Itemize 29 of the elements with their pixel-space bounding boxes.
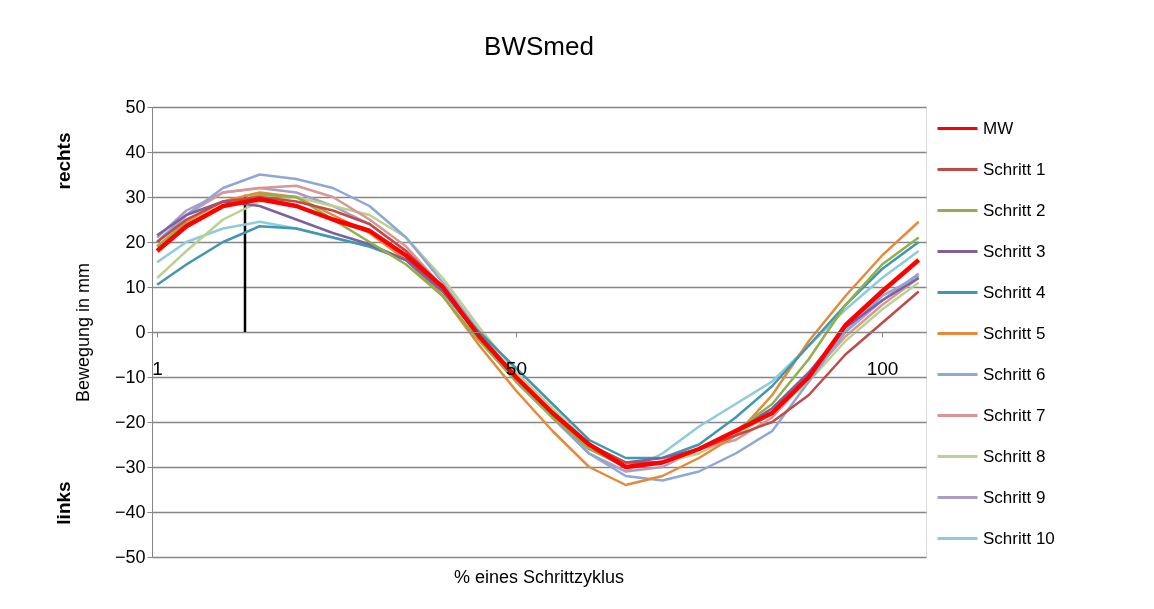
x-tick-label: 1 [152,357,163,379]
text: rechts [53,132,74,190]
legend-label: Schritt 7 [983,405,1046,425]
y-tick-label: 40 [125,141,146,162]
legend-label: Schritt 5 [983,323,1046,343]
legend-label: Schritt 3 [983,241,1046,261]
y-tick-label: 0 [135,321,146,342]
y-tick-label: 30 [125,186,146,207]
legend-label: Schritt 4 [983,282,1046,302]
y-tick-label: −40 [114,501,146,522]
y-tick-label: −20 [114,411,146,432]
y-tick-label: −10 [114,366,146,387]
y-tick-label: 20 [125,231,146,252]
y-tick-label: −50 [114,546,146,567]
y-tick-label: 50 [125,96,146,117]
legend-label: MW [983,118,1014,138]
x-tick-label: 100 [866,357,899,379]
legend-label: Schritt 1 [983,159,1046,179]
y-tick-label: 10 [125,276,146,297]
legend-label: Schritt 10 [983,528,1055,548]
text: links [53,481,74,525]
legend-label: Schritt 8 [983,446,1046,466]
legend-label: Schritt 9 [983,487,1046,507]
y-axis-title: Bewegung in mm [72,262,93,403]
chart-title: BWSmed [484,31,594,61]
x-axis-title: % eines Schrittzyklus [453,567,625,587]
y-tick-label: −30 [114,456,146,477]
legend-label: Schritt 2 [983,200,1046,220]
legend-label: Schritt 6 [983,364,1046,384]
